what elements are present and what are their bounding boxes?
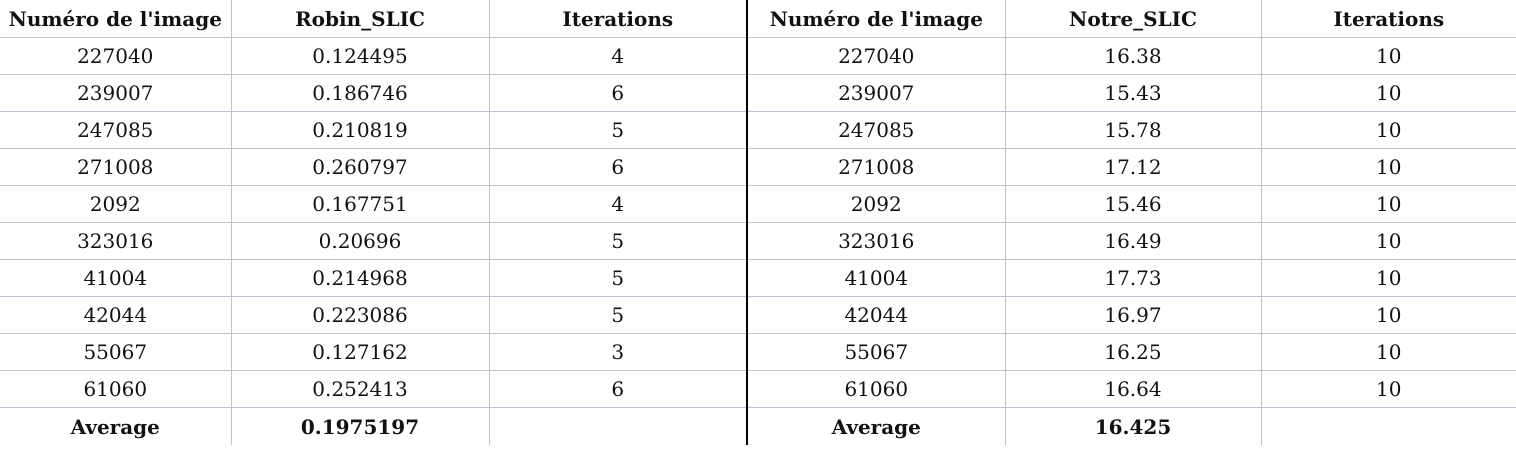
average-row: Average 0.1975197 Average 16.425	[0, 407, 1516, 446]
right-notre-slic-cell: 15.78	[1005, 111, 1262, 149]
left-iterations-cell: 5	[489, 259, 748, 297]
left-image-number-cell: 42044	[0, 296, 232, 334]
table-row: 271008 0.260797 6 271008 17.12 10	[0, 148, 1516, 186]
right-notre-slic-cell: 15.46	[1005, 185, 1262, 223]
right-iterations-cell: 10	[1261, 333, 1516, 371]
left-image-number-cell: 239007	[0, 74, 232, 112]
left-iterations-cell: 6	[489, 74, 748, 112]
table-row: 323016 0.20696 5 323016 16.49 10	[0, 222, 1516, 260]
header-left-iterations: Iterations	[489, 0, 748, 38]
left-image-number-cell: 227040	[0, 37, 232, 75]
left-iterations-cell: 4	[489, 185, 748, 223]
left-image-number-cell: 271008	[0, 148, 232, 186]
right-iterations-cell: 10	[1261, 148, 1516, 186]
left-robin-slic-cell: 0.260797	[231, 148, 490, 186]
left-iterations-cell: 5	[489, 296, 748, 334]
left-image-number-cell: 55067	[0, 333, 232, 371]
header-right-image-number: Numéro de l'image	[747, 0, 1006, 38]
right-notre-slic-cell: 15.43	[1005, 74, 1262, 112]
table-row: 61060 0.252413 6 61060 16.64 10	[0, 370, 1516, 408]
right-image-number-cell: 239007	[747, 74, 1006, 112]
right-image-number-cell: 61060	[747, 370, 1006, 408]
left-average-value: 0.1975197	[231, 407, 490, 445]
header-row: Numéro de l'image Robin_SLIC Iterations …	[0, 0, 1516, 38]
left-image-number-cell: 247085	[0, 111, 232, 149]
table-body: 227040 0.124495 4 227040 16.38 10 239007 0.1867…	[0, 37, 1516, 446]
left-robin-slic-cell: 0.223086	[231, 296, 490, 334]
left-image-number-cell: 61060	[0, 370, 232, 408]
right-iterations-cell: 10	[1261, 370, 1516, 408]
right-image-number-cell: 2092	[747, 185, 1006, 223]
right-image-number-cell: 271008	[747, 148, 1006, 186]
left-robin-slic-cell: 0.210819	[231, 111, 490, 149]
right-average-label: Average	[747, 407, 1006, 445]
table-row: 247085 0.210819 5 247085 15.78 10	[0, 111, 1516, 149]
left-image-number-cell: 41004	[0, 259, 232, 297]
header-right-notre-slic: Notre_SLIC	[1005, 0, 1262, 38]
left-robin-slic-cell: 0.186746	[231, 74, 490, 112]
right-average-empty-cell	[1261, 408, 1516, 446]
table-row: 42044 0.223086 5 42044 16.97 10	[0, 296, 1516, 334]
right-image-number-cell: 323016	[747, 222, 1006, 260]
right-iterations-cell: 10	[1261, 74, 1516, 112]
left-iterations-cell: 6	[489, 148, 748, 186]
left-image-number-cell: 2092	[0, 185, 232, 223]
right-iterations-cell: 10	[1261, 37, 1516, 75]
right-iterations-cell: 10	[1261, 111, 1516, 149]
right-average-value: 16.425	[1005, 407, 1262, 445]
left-iterations-cell: 3	[489, 333, 748, 371]
left-iterations-cell: 5	[489, 111, 748, 149]
table-row: 227040 0.124495 4 227040 16.38 10	[0, 37, 1516, 75]
table-row: 2092 0.167751 4 2092 15.46 10	[0, 185, 1516, 223]
left-iterations-cell: 6	[489, 370, 748, 408]
table-row: 55067 0.127162 3 55067 16.25 10	[0, 333, 1516, 371]
left-image-number-cell: 323016	[0, 222, 232, 260]
right-notre-slic-cell: 16.97	[1005, 296, 1262, 334]
left-robin-slic-cell: 0.167751	[231, 185, 490, 223]
left-robin-slic-cell: 0.20696	[231, 222, 490, 260]
left-robin-slic-cell: 0.252413	[231, 370, 490, 408]
right-iterations-cell: 10	[1261, 259, 1516, 297]
right-notre-slic-cell: 16.64	[1005, 370, 1262, 408]
right-iterations-cell: 10	[1261, 296, 1516, 334]
left-iterations-cell: 4	[489, 37, 748, 75]
header-left-robin-slic: Robin_SLIC	[231, 0, 490, 38]
left-average-empty-cell	[489, 407, 748, 445]
right-iterations-cell: 10	[1261, 222, 1516, 260]
left-average-label: Average	[0, 407, 232, 445]
right-notre-slic-cell: 16.49	[1005, 222, 1262, 260]
header-left-image-number: Numéro de l'image	[0, 0, 232, 38]
right-image-number-cell: 227040	[747, 37, 1006, 75]
right-notre-slic-cell: 16.38	[1005, 37, 1262, 75]
right-notre-slic-cell: 16.25	[1005, 333, 1262, 371]
table-row: 41004 0.214968 5 41004 17.73 10	[0, 259, 1516, 297]
right-notre-slic-cell: 17.12	[1005, 148, 1262, 186]
right-image-number-cell: 55067	[747, 333, 1006, 371]
left-iterations-cell: 5	[489, 222, 748, 260]
right-image-number-cell: 42044	[747, 296, 1006, 334]
right-image-number-cell: 247085	[747, 111, 1006, 149]
right-image-number-cell: 41004	[747, 259, 1006, 297]
left-robin-slic-cell: 0.124495	[231, 37, 490, 75]
header-right-iterations: Iterations	[1261, 0, 1516, 38]
left-robin-slic-cell: 0.127162	[231, 333, 490, 371]
table-row: 239007 0.186746 6 239007 15.43 10	[0, 74, 1516, 112]
right-notre-slic-cell: 17.73	[1005, 259, 1262, 297]
left-robin-slic-cell: 0.214968	[231, 259, 490, 297]
right-iterations-cell: 10	[1261, 185, 1516, 223]
